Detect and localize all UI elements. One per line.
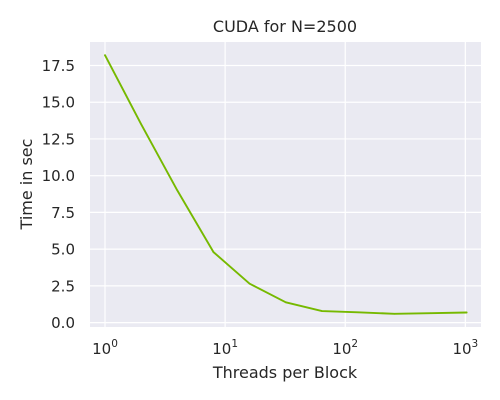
- y-tick-label: 5.0: [51, 241, 75, 259]
- x-tick-base: 10: [92, 340, 111, 358]
- data-point: [176, 189, 179, 192]
- data-point: [321, 310, 323, 312]
- data-point: [357, 311, 359, 314]
- data-point: [284, 301, 287, 304]
- data-point: [212, 251, 215, 253]
- chart-title: CUDA for N=2500: [213, 17, 357, 36]
- x-tick-exponent: 3: [472, 338, 479, 350]
- x-axis-label: Threads per Block: [212, 363, 358, 382]
- data-point: [393, 312, 396, 315]
- x-tick-label: 100: [92, 338, 118, 358]
- data-point: [429, 312, 432, 314]
- x-tick-labels: 100 101 102 103: [92, 338, 478, 358]
- x-tick-label: 103: [452, 338, 478, 358]
- x-tick-exponent: 0: [111, 338, 118, 350]
- y-tick-labels: 0.0 2.5 5.0 7.5 10.0 12.5 15.0 17.5: [42, 57, 75, 332]
- series-layer: [104, 54, 468, 315]
- y-tick-label: 12.5: [42, 130, 75, 148]
- x-tick-base: 10: [332, 340, 351, 358]
- x-tick-exponent: 1: [231, 338, 238, 350]
- y-tick-label: 2.5: [51, 277, 75, 295]
- x-tick-label: 101: [212, 338, 238, 358]
- y-tick-label: 0.0: [51, 314, 75, 332]
- x-tick-label: 102: [332, 338, 358, 358]
- data-point: [465, 311, 468, 314]
- x-tick-exponent: 2: [351, 338, 358, 350]
- x-tick-base: 10: [212, 340, 231, 358]
- y-axis-label: Time in sec: [17, 139, 36, 231]
- data-point: [104, 54, 106, 57]
- data-point: [140, 123, 142, 126]
- plot-area: [90, 42, 481, 327]
- y-tick-label: 7.5: [51, 204, 75, 222]
- y-tick-label: 10.0: [42, 167, 75, 185]
- x-tick-base: 10: [452, 340, 471, 358]
- x-gridlines: [104, 42, 466, 327]
- data-point: [248, 282, 251, 285]
- y-tick-label: 17.5: [42, 57, 75, 75]
- y-gridlines: [90, 64, 481, 324]
- y-tick-label: 15.0: [42, 94, 75, 112]
